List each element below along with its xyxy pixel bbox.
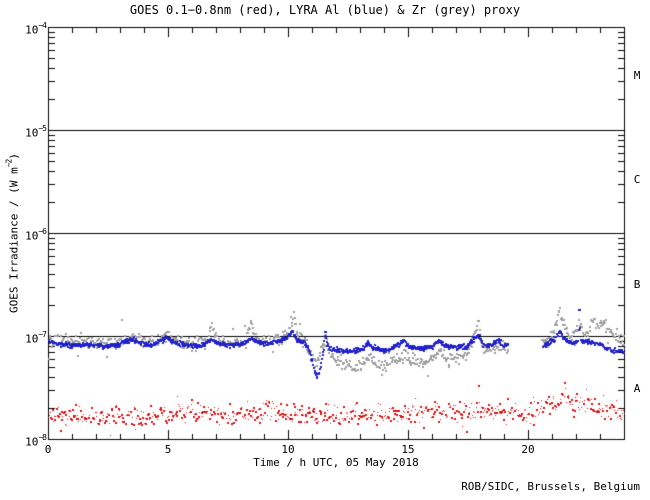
x-tick-label-15: 15 [401, 443, 415, 456]
y-tick-base: 10 [25, 23, 39, 37]
y-tick-label-1e-7: 10−7 [12, 329, 47, 346]
y-axis-title-close: ) [7, 153, 21, 160]
flare-class-label-a: A [633, 382, 641, 395]
x-tick-label-20: 20 [521, 443, 535, 456]
x-tick-label-10: 10 [281, 443, 295, 456]
y-tick-base: 10 [25, 435, 39, 449]
y-tick-exp: −4 [38, 21, 47, 30]
y-tick-exp: −6 [38, 227, 47, 236]
y-tick-exp: −7 [38, 330, 47, 339]
y-tick-label-1e-5: 10−5 [12, 123, 47, 140]
y-axis-title-exponent: −2 [4, 159, 14, 168]
y-tick-base: 10 [25, 332, 39, 346]
x-tick-label-5: 5 [164, 443, 172, 456]
x-tick-label-0: 0 [44, 443, 52, 456]
y-tick-exp: −8 [38, 433, 47, 442]
y-tick-label-1e-8: 10−8 [12, 432, 47, 449]
y-tick-label-1e-4: 10−4 [12, 20, 47, 37]
credit-text: ROB/SIDC, Brussels, Belgium [461, 480, 640, 493]
flare-class-label-b: B [633, 278, 641, 291]
y-tick-label-1e-6: 10−6 [12, 226, 47, 243]
x-axis-title: Time / h UTC, 05 May 2018 [253, 456, 419, 469]
y-tick-base: 10 [25, 126, 39, 140]
flare-class-label-c: C [633, 173, 641, 186]
chart-title: GOES 0.1−0.8nm (red), LYRA Al (blue) & Z… [129, 3, 521, 17]
y-tick-base: 10 [25, 229, 39, 243]
flare-class-label-m: M [633, 69, 641, 82]
y-tick-exp: −5 [38, 124, 47, 133]
